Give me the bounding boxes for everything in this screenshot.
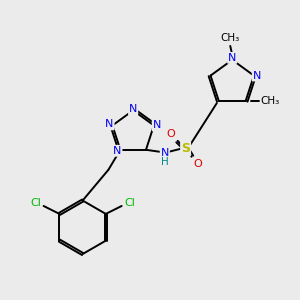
Text: N: N [160, 148, 169, 158]
Text: N: N [153, 120, 161, 130]
Text: N: N [228, 53, 236, 63]
Text: Cl: Cl [124, 198, 135, 208]
Text: CH₃: CH₃ [261, 96, 280, 106]
Text: N: N [129, 104, 137, 114]
Text: N: N [105, 119, 114, 129]
Text: O: O [167, 129, 175, 139]
Text: CH₃: CH₃ [220, 33, 240, 43]
Text: N: N [113, 146, 122, 156]
Text: O: O [193, 159, 202, 169]
Text: H: H [161, 157, 169, 167]
Text: Cl: Cl [30, 198, 41, 208]
Text: N: N [253, 70, 261, 81]
Text: S: S [181, 142, 190, 155]
